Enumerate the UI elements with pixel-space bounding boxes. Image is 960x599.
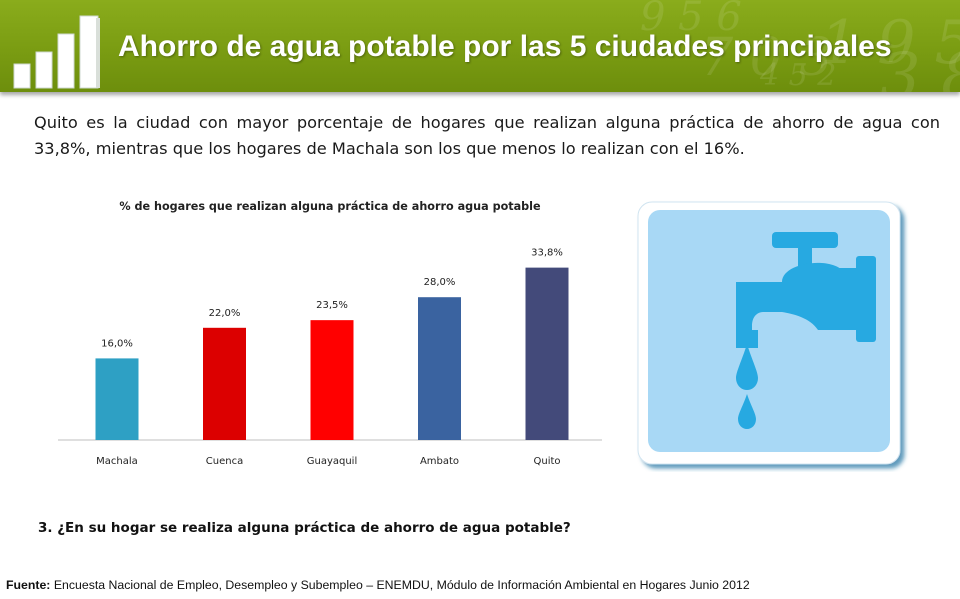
data-label-cuenca: 22,0% <box>209 308 241 319</box>
bar-guayaquil <box>310 320 354 440</box>
x-tick-label-quito: Quito <box>533 456 560 467</box>
data-label-guayaquil: 23,5% <box>316 300 348 311</box>
survey-question: 3. ¿En su hogar se realiza alguna prácti… <box>38 520 571 536</box>
x-tick-label-cuenca: Cuenca <box>206 456 243 467</box>
bar-chart-icon <box>13 15 100 89</box>
source-label: Fuente: <box>6 578 51 592</box>
summary-text: Quito es la ciudad con mayor porcentaje … <box>34 113 940 158</box>
header-banner: 9 5 6 7 0 3 1 9 5 3 8 4 5 2 Ahorro de ag… <box>0 0 960 92</box>
chart-title: % de hogares que realizan alguna práctic… <box>119 200 541 213</box>
bar-machala <box>95 358 139 440</box>
bar-quito <box>525 267 569 440</box>
decorative-number: 3 8 <box>880 40 960 92</box>
data-label-quito: 33,8% <box>531 248 563 259</box>
bar-chart: % de hogares que realizan alguna práctic… <box>58 194 618 474</box>
tap-shape <box>736 232 876 429</box>
x-tick-label-machala: Machala <box>96 456 138 467</box>
source-note: Fuente: Encuesta Nacional de Empleo, Des… <box>6 578 750 592</box>
bar-cuenca <box>203 327 246 440</box>
x-tick-label-ambato: Ambato <box>420 456 459 467</box>
page-title: Ahorro de agua potable por las 5 ciudade… <box>118 30 892 63</box>
data-label-machala: 16,0% <box>101 338 133 349</box>
bar-chart-canvas: % de hogares que realizan alguna práctic… <box>58 200 602 467</box>
data-label-ambato: 28,0% <box>424 277 456 288</box>
x-tick-label-guayaquil: Guayaquil <box>307 456 358 467</box>
bar-ambato <box>418 297 461 440</box>
water-tap-icon <box>637 201 901 465</box>
tap-icon-background <box>648 210 890 452</box>
bar-group: 16,0% Machala 22,0% Cuenca 23,5% Guayaquil 28,… <box>95 248 569 467</box>
source-text: Encuesta Nacional de Empleo, Desempleo y… <box>50 578 750 592</box>
